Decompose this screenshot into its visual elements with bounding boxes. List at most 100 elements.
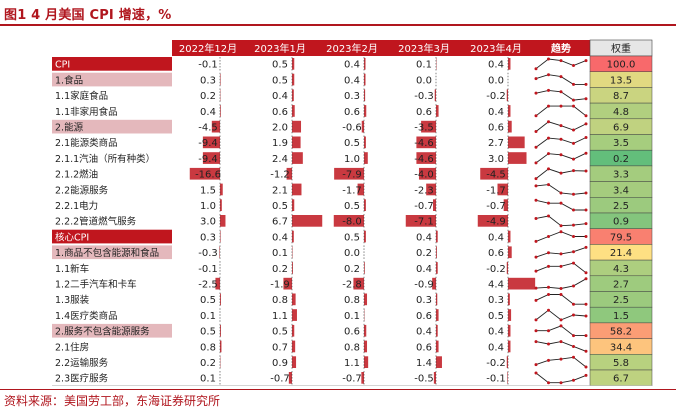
trend-point [547,358,550,362]
trend-point [547,342,550,346]
value-label: 0.5 [344,138,360,149]
value-label: -0.2 [486,264,506,275]
value-label: 0.1 [416,60,432,71]
trend-point [584,302,588,306]
trend-point [584,59,588,63]
row-label: 2.2运输服务 [55,357,109,369]
value-bar [357,183,364,196]
value-label: 0.5 [272,327,288,338]
value-label: 0.1 [200,374,216,385]
trend-point [584,277,588,281]
value-label: 0.5 [488,311,504,322]
cpi-table: 2022年12月 2023年1月 2023年2月 2023年3月 2023年4月 趋势 权重… [52,39,653,387]
value-bar [480,167,508,180]
value-bar [506,89,508,102]
trend-point [559,171,563,175]
value-bar [436,309,439,321]
trend-point [559,224,563,228]
trend-point [547,152,550,156]
value-label: 3.0 [488,154,504,165]
trend-point [547,251,550,255]
value-bar [436,324,438,337]
value-label: 0.2 [200,358,216,369]
trend-point [584,349,588,353]
trend-point [584,314,588,318]
value-label: -9.4 [198,138,218,149]
trend-point [584,365,588,369]
value-label: 0.5 [200,327,216,338]
value-label: 0.6 [416,311,432,322]
weight-label: 6.7 [613,374,629,385]
trend-point [572,284,575,288]
value-bar [508,136,525,149]
row-label: 2.能源 [55,122,84,134]
weight-label: 5.8 [613,358,629,369]
value-bar [292,199,295,211]
value-label: 0.8 [344,295,360,306]
value-label: -0.6 [342,123,362,134]
value-label: -1.2 [270,170,290,181]
value-label: 0.3 [344,91,360,102]
trend-point [559,124,563,128]
trend-point [572,261,575,265]
row-label: 2.3医疗服务 [55,373,109,385]
value-label: 0.4 [272,91,288,102]
value-label: 0.3 [416,295,432,306]
value-bar [334,167,364,180]
value-bar [292,89,294,102]
trend-point [584,373,588,377]
value-bar [364,199,366,211]
value-bar [220,293,221,306]
value-label: -4.9 [486,217,506,228]
row-label: 1.4医疗类商品 [55,310,118,322]
value-bar [292,58,295,70]
row-label-bg [52,57,172,71]
trend-point [559,287,563,290]
row-label: 2.1住房 [55,341,89,353]
weight-label: 79.5 [610,232,632,243]
value-label: -9.4 [198,154,218,165]
weight-label: 4.3 [613,264,629,275]
trend-point [559,357,563,361]
value-label: -4.5 [486,170,506,181]
value-bar [361,372,364,384]
trend-point [572,235,575,239]
trend-point [584,151,588,155]
value-bar [292,356,297,368]
value-label: 3.0 [200,217,216,228]
value-label: 0.4 [344,60,360,71]
row-label-bg [52,323,172,338]
column-header: 2023年1月 [254,42,306,55]
trend-point [584,136,588,139]
trend-point [534,114,538,118]
row-label-bg [52,229,172,244]
column-header: 2023年2月 [326,42,378,55]
trend-point [534,67,538,71]
value-label: 0.5 [272,201,288,212]
value-bar [364,356,369,368]
value-bar [503,199,508,211]
row-label: 1.1家庭食品 [55,90,108,102]
value-label: 0.4 [488,232,504,243]
trend-point [547,183,550,187]
value-label: 1.5 [200,185,216,196]
trend-header: 趋势 [551,42,571,55]
value-label: 0.4 [344,75,360,86]
value-label: 0.4 [200,107,216,118]
weight-label: 0.2 [613,154,629,165]
value-label: 1.4 [416,358,432,369]
trend-line [535,262,587,274]
trend-point [572,223,575,227]
trend-point [534,340,538,344]
value-label: 0.8 [344,342,360,353]
value-label: -1.7 [342,185,362,196]
row-label: 2.2.1电力 [55,200,98,212]
weight-label: 8.7 [613,91,629,102]
value-label: -0.7 [270,374,290,385]
trend-point [584,208,588,212]
weight-label: 2.7 [613,280,629,291]
value-bar [433,199,436,211]
value-label: 1.1 [272,311,288,322]
value-bar [215,277,220,290]
value-label: 0.1 [200,311,216,322]
